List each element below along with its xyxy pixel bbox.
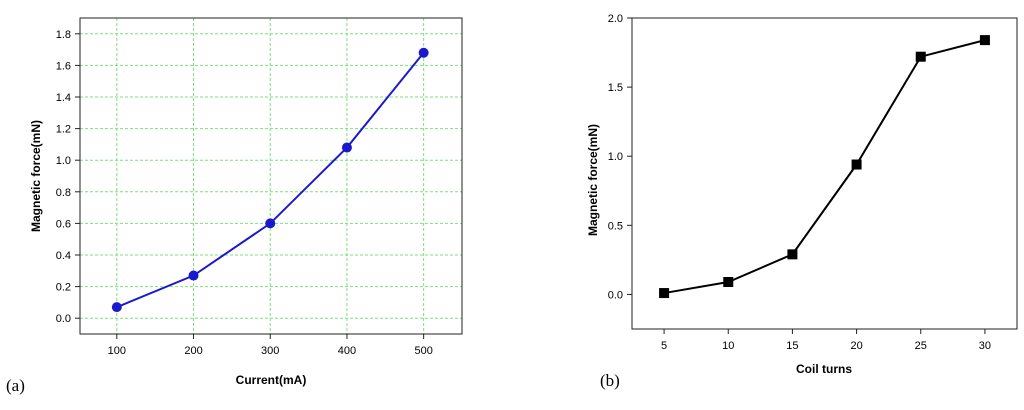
x-tick-label: 25: [915, 340, 927, 352]
data-point: [111, 302, 122, 313]
x-tick-label: 300: [261, 345, 279, 357]
x-tick-label: 5: [661, 340, 667, 352]
y-tick-label: 0.2: [56, 282, 71, 294]
x-tick-label: 500: [414, 345, 432, 357]
chart-b-panel-label: (b): [600, 371, 620, 390]
chart-b-plot-frame: [631, 17, 1018, 330]
chart-a-gridlines: [80, 18, 462, 334]
data-point: [418, 47, 429, 58]
x-tick-label: 20: [850, 340, 862, 352]
data-point: [979, 35, 990, 46]
y-tick-label: 1.2: [56, 124, 71, 136]
chart-a-current-vs-force: 100 200 300 400 500 0.0 0.2 0.4 0.6 0.8 1.0 1.2 1.4 1…: [6, 17, 463, 395]
chart-b-coil-turns-vs-force: 5 10 15 20 25 30 0.0 0.5 1.0 1.5 2.0 Coil turns Ma…: [586, 13, 1018, 390]
y-tick-label: 1.8: [56, 29, 71, 41]
data-point: [851, 159, 862, 170]
y-tick-label: 0.0: [608, 289, 623, 301]
data-point: [787, 249, 798, 260]
chart-a-series: [111, 47, 429, 313]
y-tick-label: 1.5: [608, 82, 623, 94]
chart-b-series: [659, 35, 990, 299]
chart-b-x-axis-title: Coil turns: [796, 362, 852, 376]
y-tick-label: 1.0: [608, 151, 623, 163]
y-tick-label: 0.0: [56, 313, 71, 325]
data-point: [723, 277, 734, 288]
y-tick-label: 1.6: [56, 60, 71, 72]
chart-b-ticks: 5 10 15 20 25 30 0.0 0.5 1.0 1.5 2.0: [608, 13, 991, 352]
chart-a-ticks: 100 200 300 400 500 0.0 0.2 0.4 0.6 0.8 1.0 1.2 1.4 1…: [56, 29, 433, 357]
chart-b-y-axis-title: Magnetic force(mN): [586, 124, 600, 236]
x-tick-label: 400: [338, 345, 356, 357]
chart-a-y-axis-title: Magnetic force(mN): [29, 120, 43, 232]
y-tick-label: 1.0: [56, 155, 71, 167]
data-point: [341, 142, 352, 153]
x-tick-label: 30: [979, 340, 991, 352]
data-point: [265, 218, 276, 229]
x-tick-label: 100: [108, 345, 126, 357]
x-tick-label: 200: [184, 345, 202, 357]
data-point: [659, 288, 670, 299]
series-line: [663, 39, 986, 295]
data-point: [188, 270, 199, 281]
y-tick-label: 0.6: [56, 218, 71, 230]
chart-a-x-axis-title: Current(mA): [236, 373, 307, 387]
y-tick-label: 0.5: [608, 220, 623, 232]
y-tick-label: 0.8: [56, 187, 71, 199]
x-tick-label: 15: [786, 340, 798, 352]
x-tick-label: 10: [722, 340, 734, 352]
y-tick-label: 0.4: [56, 250, 71, 262]
y-tick-label: 2.0: [608, 13, 623, 25]
y-tick-label: 1.4: [56, 92, 71, 104]
chart-a-plot-frame: [79, 17, 463, 335]
chart-a-panel-label: (a): [6, 376, 25, 395]
data-point: [915, 51, 926, 62]
